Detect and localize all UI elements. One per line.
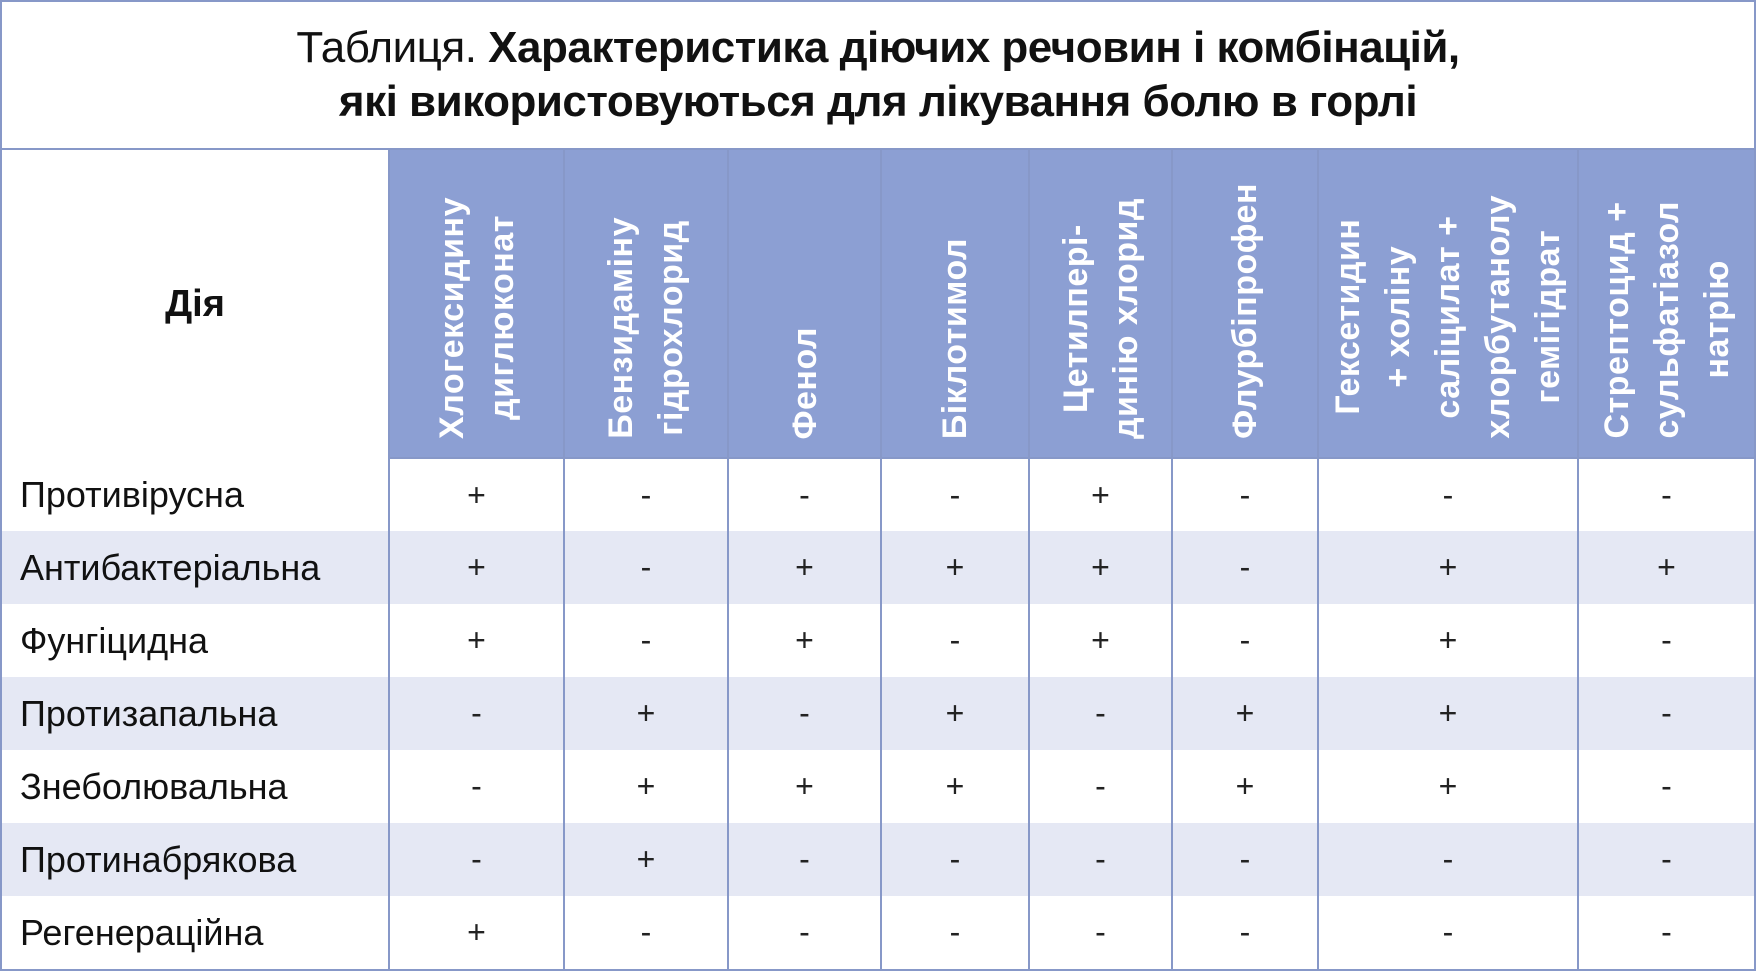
- table-cell: -: [563, 896, 728, 969]
- table-row: Протинабрякова - + - - - - - -: [2, 823, 1754, 896]
- table-cell: -: [727, 458, 881, 531]
- column-header-label: Флурбіпрофен: [1226, 183, 1264, 439]
- table-cell: +: [727, 531, 881, 604]
- table-cell: -: [1171, 823, 1318, 896]
- column-header-label: Цетилпері- динію хлорид: [1056, 197, 1145, 439]
- table-cell: +: [1317, 531, 1578, 604]
- column-header: Флурбіпрофен: [1171, 150, 1318, 459]
- table-row: Протизапальна - + - + - + + -: [2, 677, 1754, 750]
- title-line-1: Таблиця. Характеристика діючих речовин і…: [296, 21, 1460, 75]
- table-cell: -: [727, 896, 881, 969]
- table-row: Антибактеріальна + - + + + - + +: [2, 531, 1754, 604]
- table-cell: +: [388, 604, 564, 677]
- table-cell: +: [563, 677, 728, 750]
- table-title: Таблиця. Характеристика діючих речовин і…: [2, 2, 1754, 148]
- column-header: Бензидаміну гідрохлорид: [563, 150, 728, 459]
- table-row: Противірусна + - - - + - - -: [2, 458, 1754, 531]
- table-cell: -: [1577, 677, 1754, 750]
- table-cell: +: [1171, 677, 1318, 750]
- table-cell: -: [1171, 458, 1318, 531]
- column-header-label: Гексетидин + холіну саліцилат + хлорбута…: [1329, 195, 1567, 439]
- column-header: Фенол: [727, 150, 881, 459]
- column-header: Цетилпері- динію хлорид: [1028, 150, 1172, 459]
- table-cell: -: [388, 677, 564, 750]
- column-header: Стрептоцид + сульфатіазол натрію: [1577, 150, 1754, 459]
- table-cell: +: [1317, 750, 1578, 823]
- table-cell: -: [1577, 458, 1754, 531]
- table-cell: +: [1028, 531, 1172, 604]
- table-cell: +: [1028, 458, 1172, 531]
- column-header-label: Біклотимол: [936, 237, 974, 439]
- table-cell: -: [1171, 531, 1318, 604]
- table-cell: -: [1028, 896, 1172, 969]
- table-cell: -: [1171, 604, 1318, 677]
- title-divider: [2, 148, 1754, 150]
- table-cell: +: [388, 531, 564, 604]
- table-cell: -: [727, 677, 881, 750]
- table-cell: -: [1577, 823, 1754, 896]
- table-cell: -: [880, 823, 1029, 896]
- table-cell: -: [1028, 823, 1172, 896]
- table-cell: -: [1577, 750, 1754, 823]
- table-cell: -: [727, 823, 881, 896]
- column-header: Хлогексидину диглюконат: [388, 150, 564, 459]
- table-cell: -: [880, 896, 1029, 969]
- row-label: Противірусна: [2, 458, 390, 531]
- corner-header: Дія: [2, 150, 390, 458]
- title-prefix: Таблиця.: [296, 23, 477, 72]
- table-cell: -: [1028, 677, 1172, 750]
- table-row: Знеболювальна - + + + - + + -: [2, 750, 1754, 823]
- table-cell: +: [563, 750, 728, 823]
- table-cell: +: [727, 604, 881, 677]
- header-row: Дія Хлогексидину диглюконат Бензидаміну г…: [2, 150, 1754, 459]
- table-cell: -: [1577, 896, 1754, 969]
- title-line-2: які використовуються для лікування болю …: [338, 77, 1418, 126]
- table-cell: -: [1171, 896, 1318, 969]
- table-cell: +: [1028, 604, 1172, 677]
- column-header: Гексетидин + холіну саліцилат + хлорбута…: [1317, 150, 1578, 459]
- table-cell: +: [563, 823, 728, 896]
- table-cell: -: [563, 604, 728, 677]
- column-header: Біклотимол: [880, 150, 1029, 459]
- comparison-table: Дія Хлогексидину диглюконат Бензидаміну г…: [2, 150, 1754, 969]
- table-body: Противірусна + - - - + - - - Антибактеріальна + - + +…: [2, 458, 1754, 969]
- table-cell: -: [388, 823, 564, 896]
- table-cell: -: [1317, 458, 1578, 531]
- table-cell: +: [388, 458, 564, 531]
- table-cell: +: [880, 531, 1029, 604]
- table-cell: -: [1577, 604, 1754, 677]
- table-cell: -: [880, 604, 1029, 677]
- table-cell: +: [880, 677, 1029, 750]
- row-label: Знеболювальна: [2, 750, 390, 823]
- column-header-label: Бензидаміну гідрохлорид: [602, 217, 690, 439]
- column-header-label: Фенол: [785, 326, 824, 440]
- table-cell: -: [563, 458, 728, 531]
- column-header-label: Хлогексидину диглюконат: [432, 197, 521, 439]
- table-cell: -: [388, 750, 564, 823]
- table-cell: -: [880, 458, 1029, 531]
- table-cell: +: [1577, 531, 1754, 604]
- table-cell: -: [563, 531, 728, 604]
- table-cell: +: [1171, 750, 1318, 823]
- column-header-label: Стрептоцид + сульфатіазол натрію: [1597, 201, 1736, 439]
- table-cell: +: [1317, 604, 1578, 677]
- table-row: Фунгіцидна + - + - + - + -: [2, 604, 1754, 677]
- row-label: Регенераційна: [2, 896, 390, 969]
- row-label: Фунгіцидна: [2, 604, 390, 677]
- table-cell: +: [1317, 677, 1578, 750]
- table-cell: -: [1028, 750, 1172, 823]
- title-text-line-1: Характеристика діючих речовин і комбінац…: [488, 23, 1460, 72]
- table-cell: -: [1317, 896, 1578, 969]
- table-cell: +: [727, 750, 881, 823]
- table-cell: +: [388, 896, 564, 969]
- row-label: Протинабрякова: [2, 823, 390, 896]
- table-cell: -: [1317, 823, 1578, 896]
- table-row: Регенераційна + - - - - - - -: [2, 896, 1754, 969]
- table-cell: +: [880, 750, 1029, 823]
- row-label: Антибактеріальна: [2, 531, 390, 604]
- row-label: Протизапальна: [2, 677, 390, 750]
